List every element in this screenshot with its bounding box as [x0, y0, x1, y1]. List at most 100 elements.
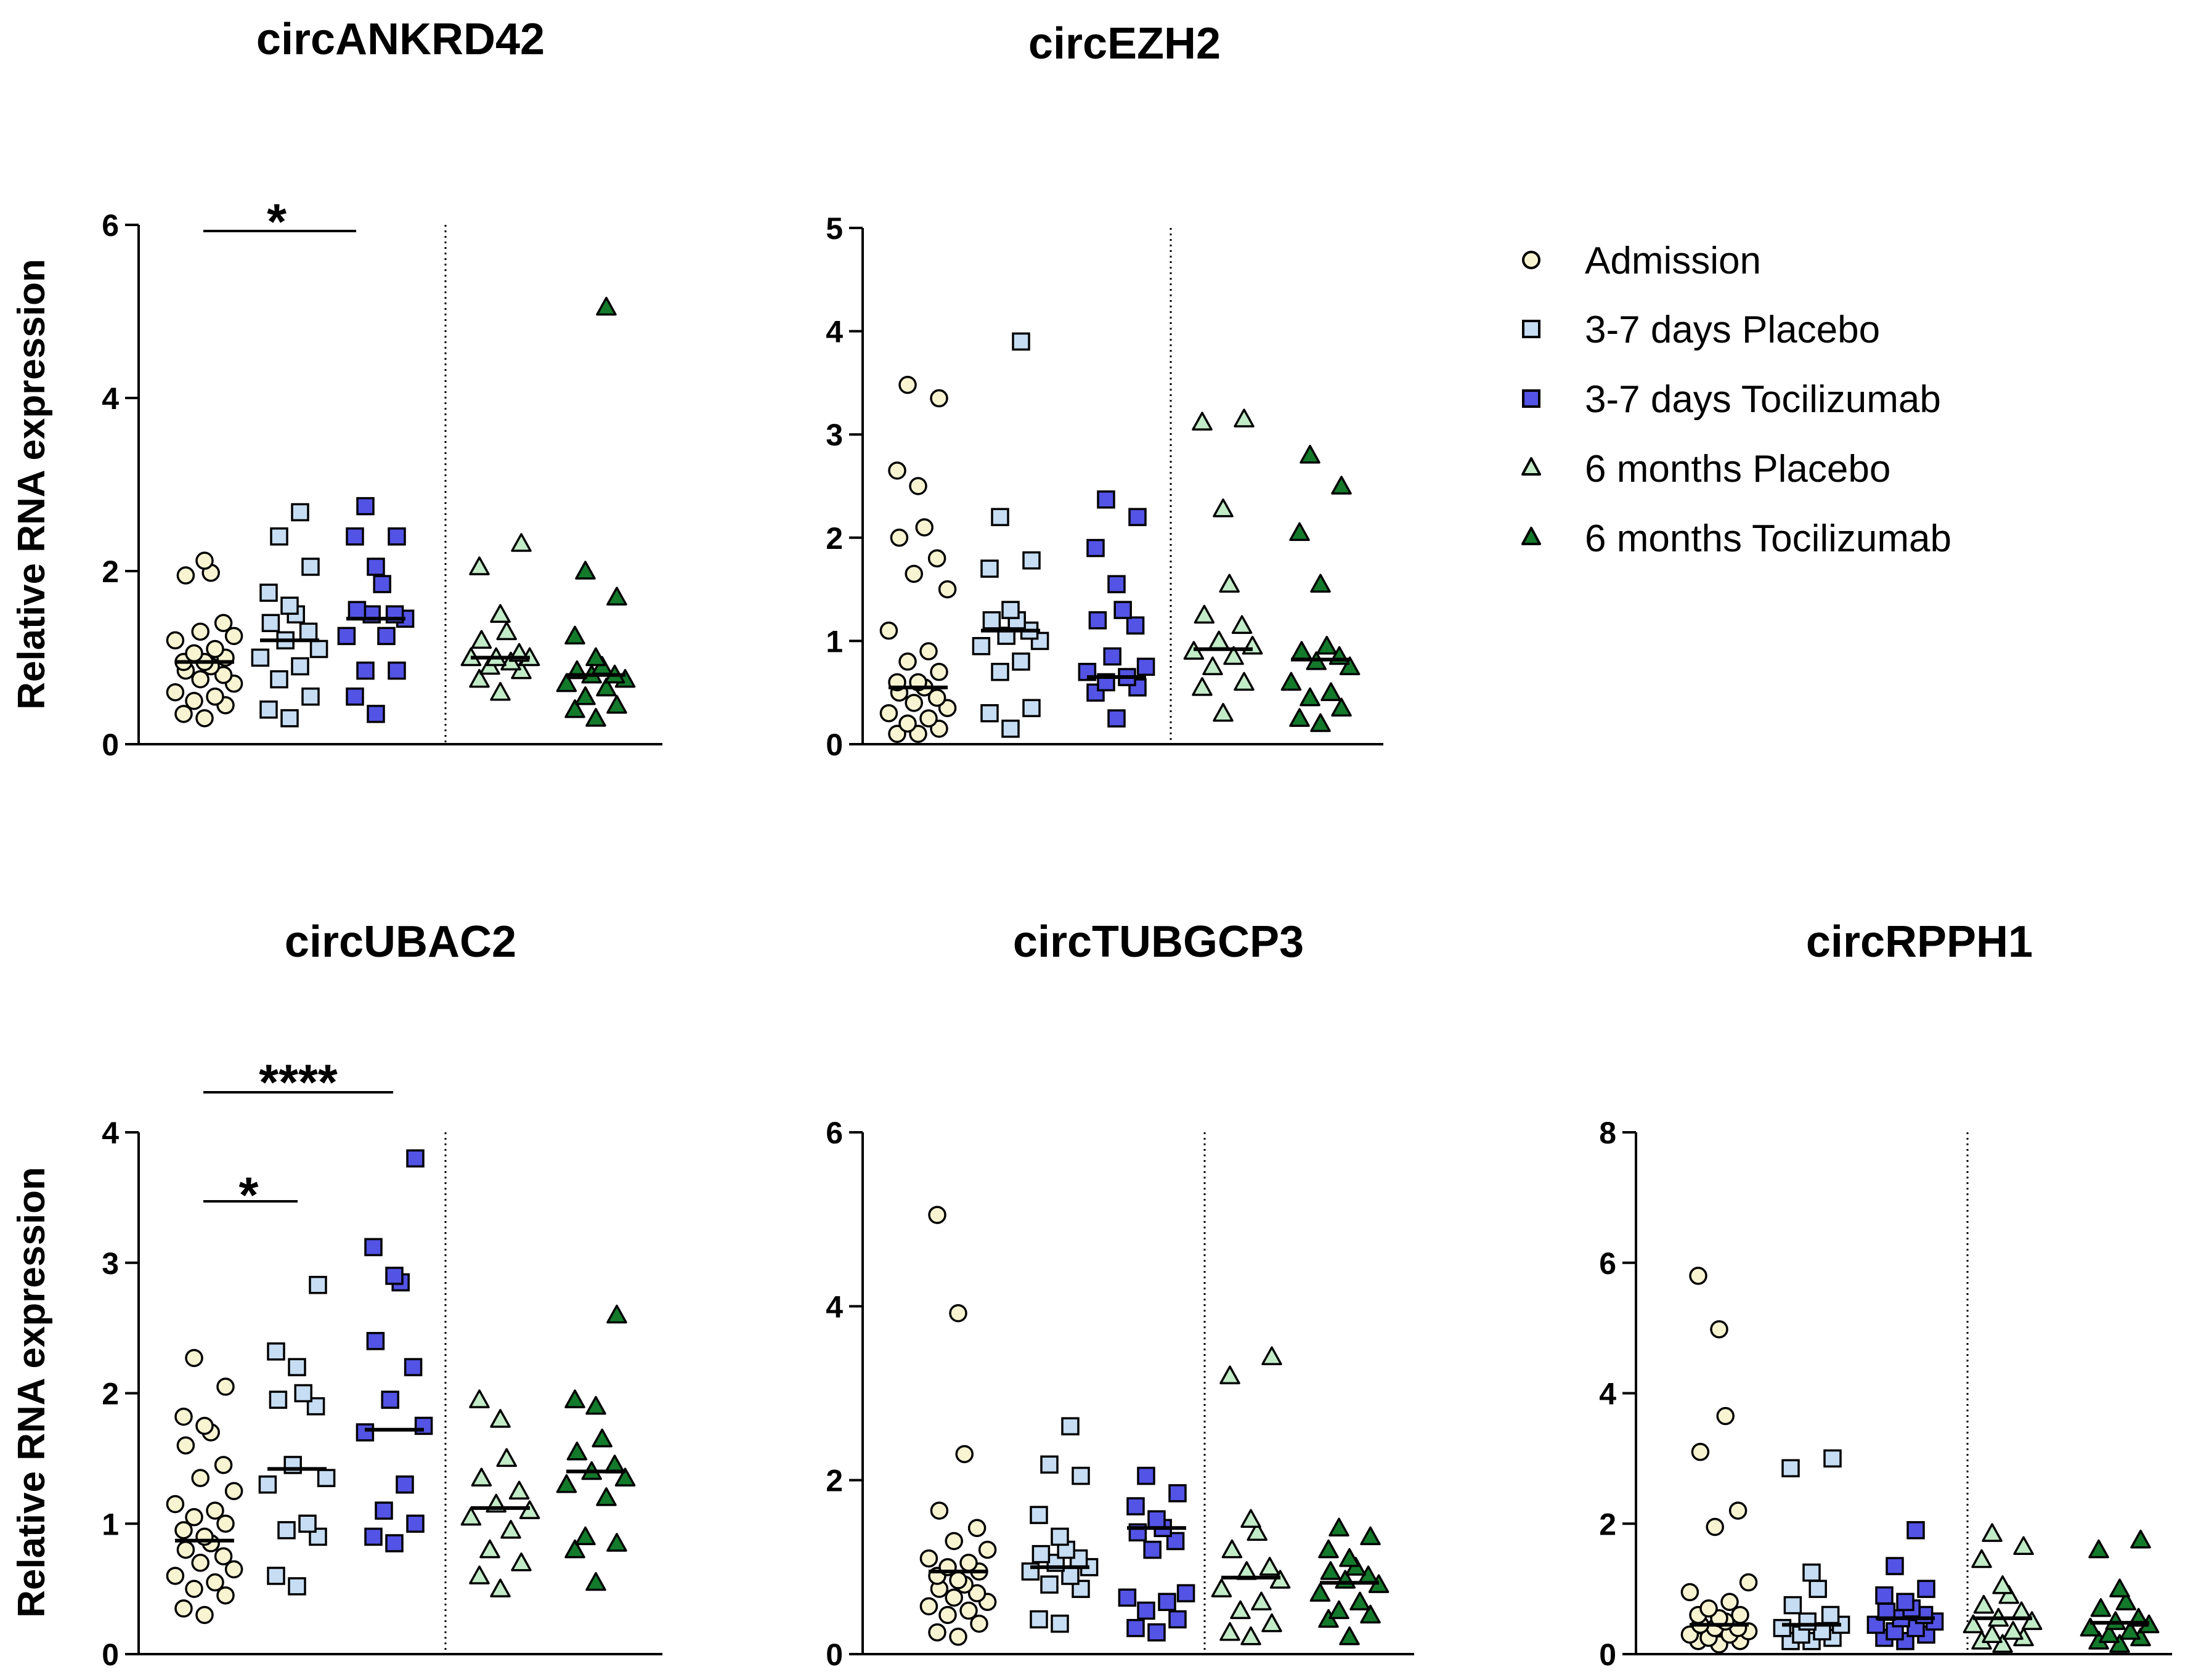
data-point [959, 1554, 978, 1572]
y-axis-label: Relative RNA expression [10, 259, 53, 710]
data-point [1320, 682, 1341, 701]
data-point [356, 1423, 375, 1442]
data-point [1030, 1610, 1048, 1629]
series-placebo-6m [1963, 1523, 2043, 1653]
data-point [185, 644, 203, 663]
data-point [1716, 1406, 1735, 1426]
data-point [1147, 1510, 1166, 1528]
data-point [606, 1304, 627, 1324]
data-point [195, 1605, 214, 1625]
data-point [898, 652, 917, 671]
data-point [1107, 709, 1126, 728]
data-point [1289, 522, 1310, 542]
data-point [2130, 1529, 2151, 1549]
data-point [195, 551, 214, 570]
data-point [294, 1384, 312, 1403]
legend-marker-admission [1522, 251, 1540, 269]
legend-label-placebo-3-7: 3-7 days Placebo [1585, 309, 1880, 351]
data-point [592, 1428, 612, 1448]
data-point [206, 687, 224, 706]
legend-item-placebo-6m: 6 months Placebo [1521, 448, 1890, 490]
data-point [1219, 1621, 1240, 1641]
data-point [991, 508, 1009, 527]
data-point [191, 622, 210, 641]
data-point [1300, 444, 1320, 464]
y-tick-label: 3 [826, 418, 843, 452]
data-point [1318, 1539, 1339, 1559]
data-point [346, 527, 364, 546]
data-point [1234, 408, 1255, 428]
data-point [1360, 1526, 1381, 1546]
data-point [1783, 1596, 1802, 1615]
data-point [298, 1514, 317, 1533]
data-point [1231, 615, 1253, 635]
data-point [367, 705, 385, 723]
data-point [309, 1527, 327, 1546]
data-point [1030, 1506, 1048, 1524]
data-point [511, 1552, 532, 1572]
panel-circrpph1: circRPPH1 0 2 4 6 8 [1599, 917, 2172, 1672]
panel-title: circEZH2 [1028, 19, 1221, 68]
panel-circankrd42: circANKRD42 Relative RNA expression 0 2 4 6 * [10, 15, 662, 762]
data-point [1680, 1583, 1699, 1602]
data-point [1992, 1575, 2013, 1594]
data-point [1259, 1557, 1280, 1576]
data-point [214, 1547, 233, 1565]
data-point [195, 1416, 214, 1435]
data-point [606, 586, 627, 606]
data-point [1001, 720, 1020, 738]
y-axis-label: Relative RNA expression [10, 1167, 53, 1618]
data-point [267, 1567, 285, 1585]
data-point [206, 639, 224, 659]
data-point [1126, 616, 1145, 635]
data-point [1992, 1634, 2013, 1653]
data-point [1360, 1604, 1381, 1624]
data-point [1331, 697, 1352, 717]
data-point [1339, 656, 1361, 676]
panel-title: circANKRD42 [256, 15, 545, 64]
data-point [2080, 1617, 2101, 1637]
data-point [301, 687, 320, 706]
data-point [1126, 1618, 1145, 1637]
data-point [1088, 611, 1107, 630]
data-point [919, 1597, 938, 1616]
data-point [1291, 641, 1312, 660]
data-point [1213, 498, 1234, 517]
data-point [191, 1554, 210, 1572]
data-point [1147, 1623, 1166, 1642]
data-point [185, 1349, 203, 1368]
data-point [511, 533, 532, 552]
data-point [214, 1456, 233, 1474]
data-point [1886, 1557, 1904, 1575]
data-point [575, 561, 596, 580]
data-point [927, 549, 946, 568]
data-point [967, 1519, 987, 1538]
legend-label-placebo-6m: 6 months Placebo [1585, 448, 1890, 490]
data-point [928, 1206, 946, 1224]
data-point [596, 1487, 617, 1506]
legend-label-admission: Admission [1585, 240, 1761, 282]
series-tocilizumab-3-7 [337, 497, 415, 723]
data-point [1103, 647, 1121, 666]
data-point [1875, 1586, 1894, 1605]
y-tick-label: 0 [826, 728, 843, 762]
data-point [2099, 1624, 2120, 1643]
significance-label: * [238, 1167, 258, 1223]
data-point [927, 688, 946, 707]
y-tick-label: 4 [102, 1116, 119, 1150]
data-point [1126, 1497, 1145, 1516]
series-placebo-6m [1211, 1346, 1291, 1646]
data-point [373, 575, 391, 593]
data-point [1310, 713, 1331, 732]
y-tick-label: 0 [826, 1637, 843, 1672]
data-point [1219, 1365, 1240, 1385]
data-point [1328, 1600, 1349, 1620]
data-point [259, 700, 278, 719]
data-point [1086, 538, 1105, 558]
data-point [185, 692, 203, 710]
data-point [1971, 1549, 1992, 1568]
data-point [2003, 1621, 2024, 1640]
data-point [291, 657, 309, 676]
data-point [575, 686, 596, 705]
legend-item-tocilizumab-3-7: 3-7 days Tocilizumab [1522, 378, 1941, 421]
